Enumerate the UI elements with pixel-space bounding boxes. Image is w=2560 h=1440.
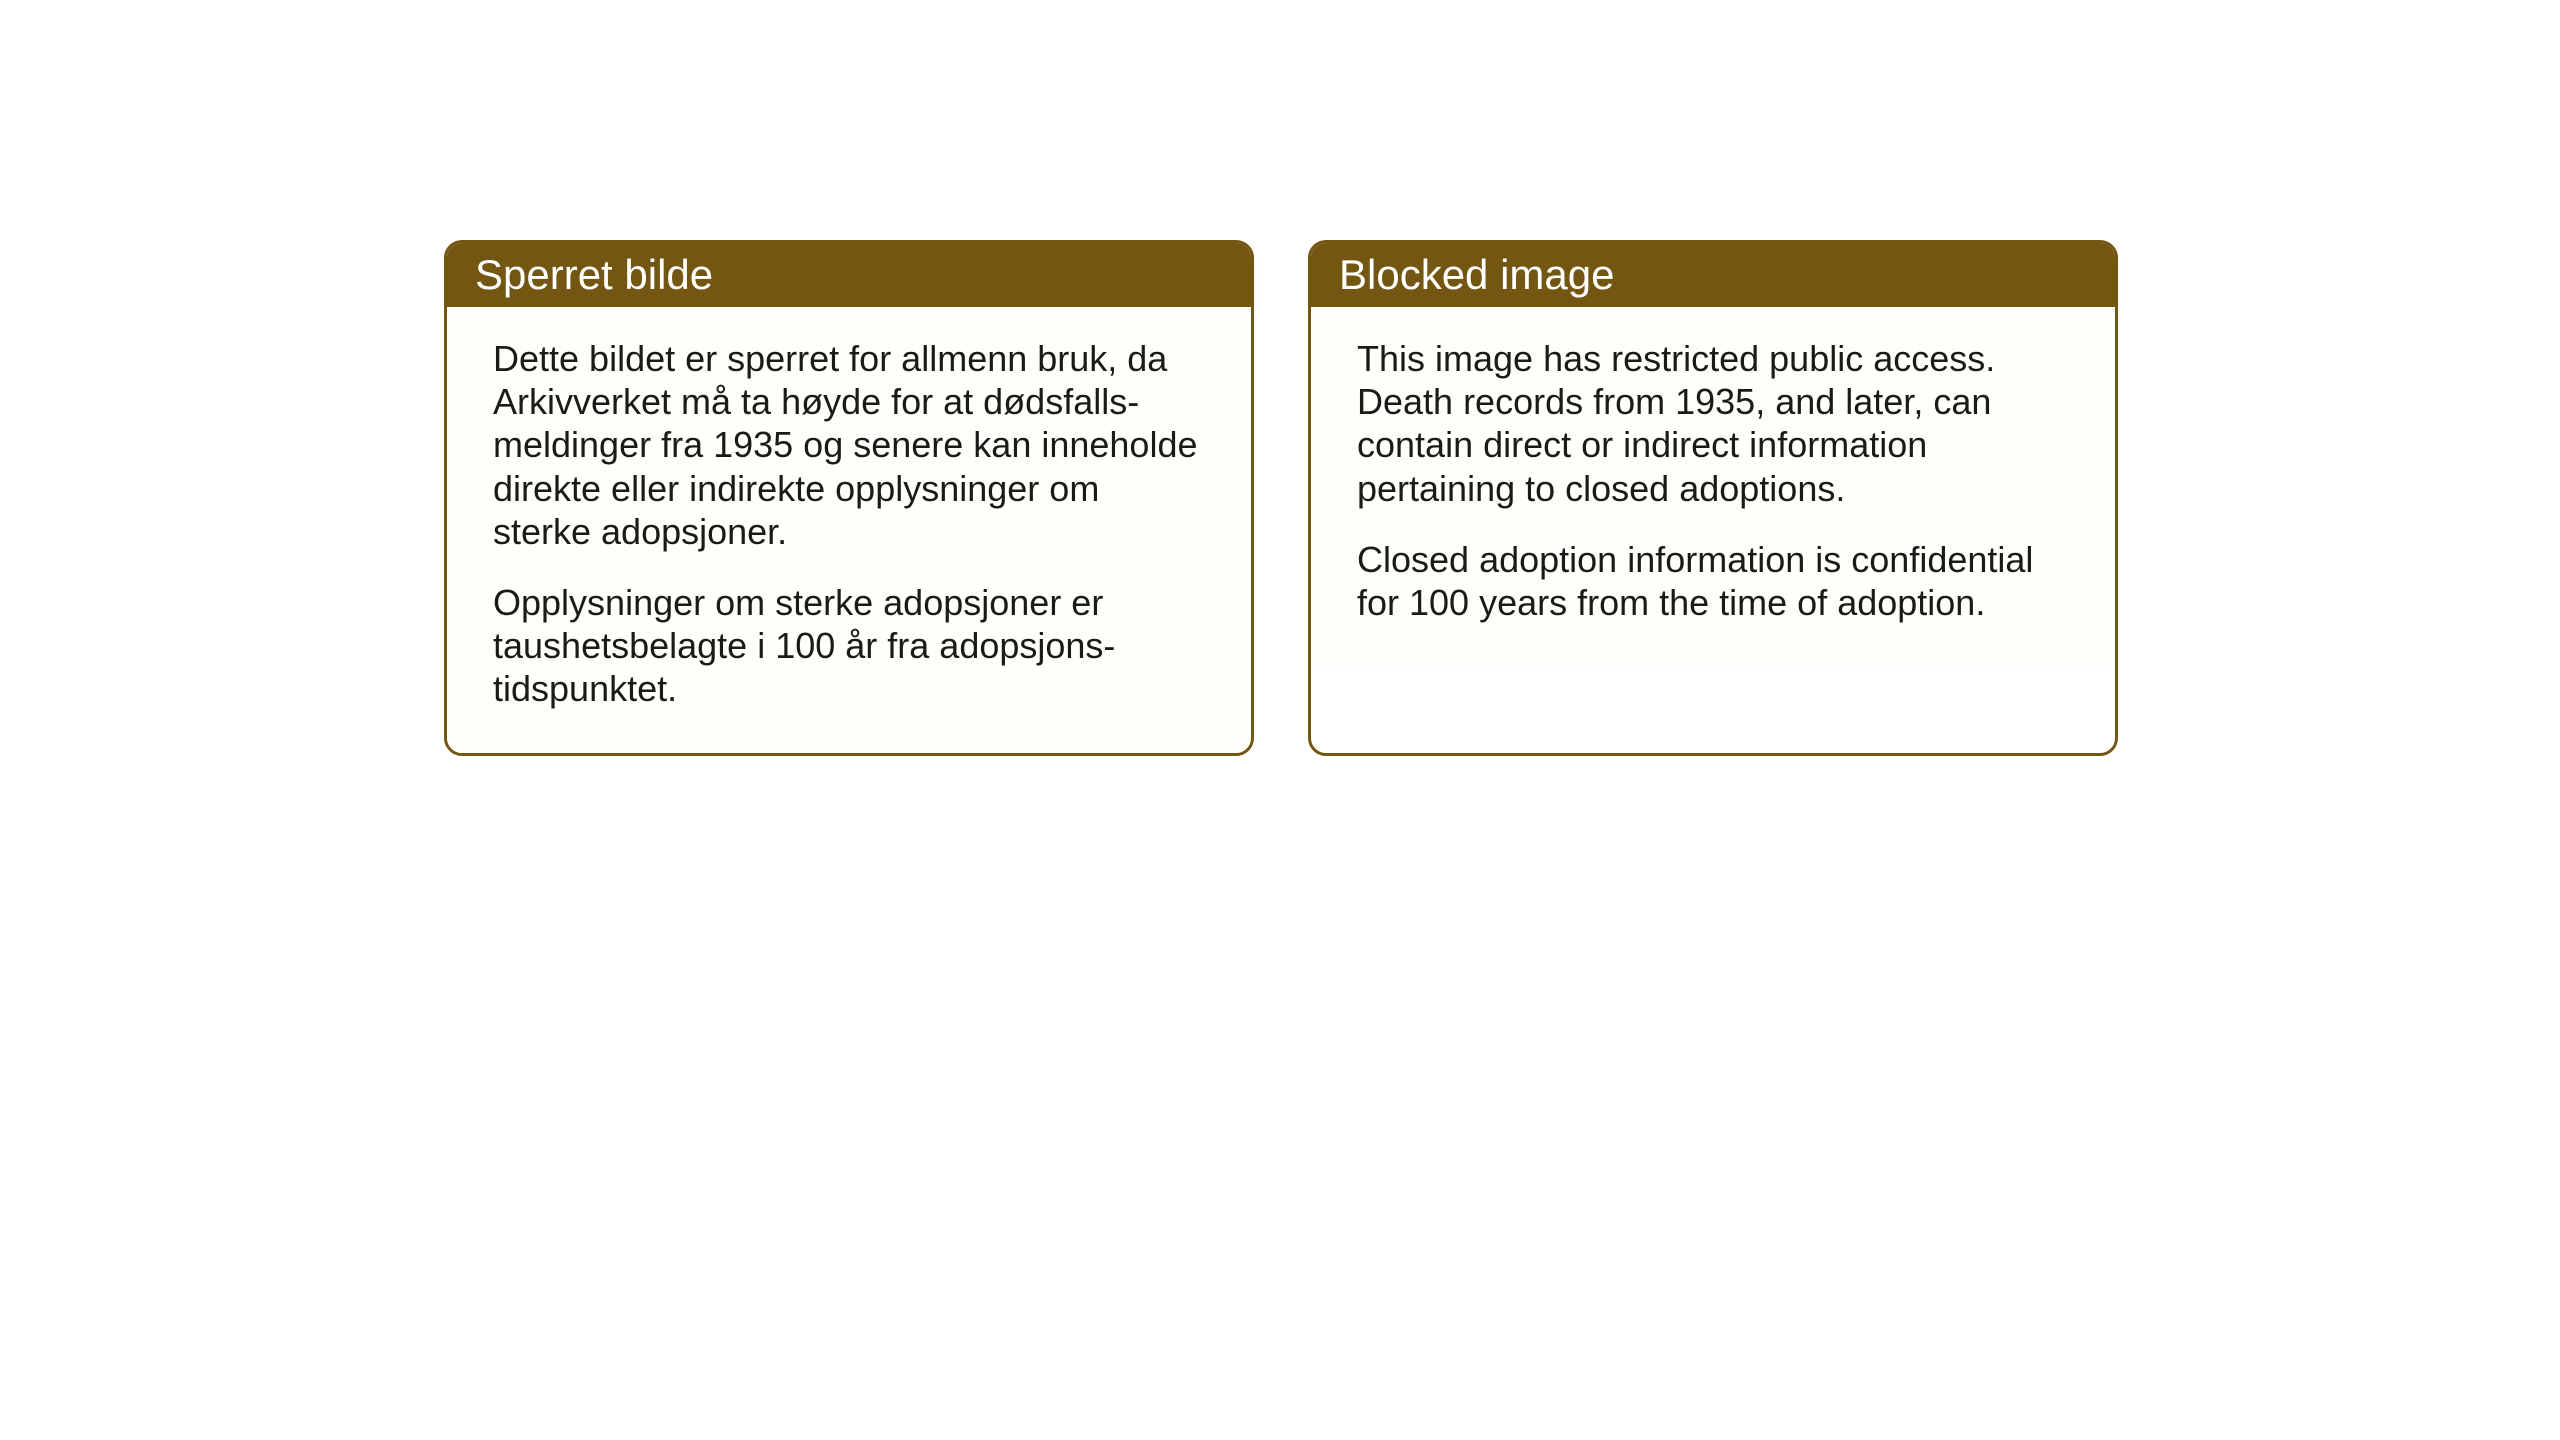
card-norwegian-paragraph-1: Dette bildet er sperret for allmenn bruk… [493,337,1205,553]
card-norwegian-title: Sperret bilde [475,251,713,298]
card-norwegian-header: Sperret bilde [447,243,1251,307]
card-norwegian-paragraph-2: Opplysninger om sterke adopsjoner er tau… [493,581,1205,711]
cards-container: Sperret bilde Dette bildet er sperret fo… [444,240,2118,756]
card-english-paragraph-2: Closed adoption information is confident… [1357,538,2069,624]
card-norwegian: Sperret bilde Dette bildet er sperret fo… [444,240,1254,756]
card-norwegian-body: Dette bildet er sperret for allmenn bruk… [447,307,1251,753]
card-english: Blocked image This image has restricted … [1308,240,2118,756]
card-english-header: Blocked image [1311,243,2115,307]
card-english-body: This image has restricted public access.… [1311,307,2115,666]
card-english-title: Blocked image [1339,251,1614,298]
card-english-paragraph-1: This image has restricted public access.… [1357,337,2069,510]
